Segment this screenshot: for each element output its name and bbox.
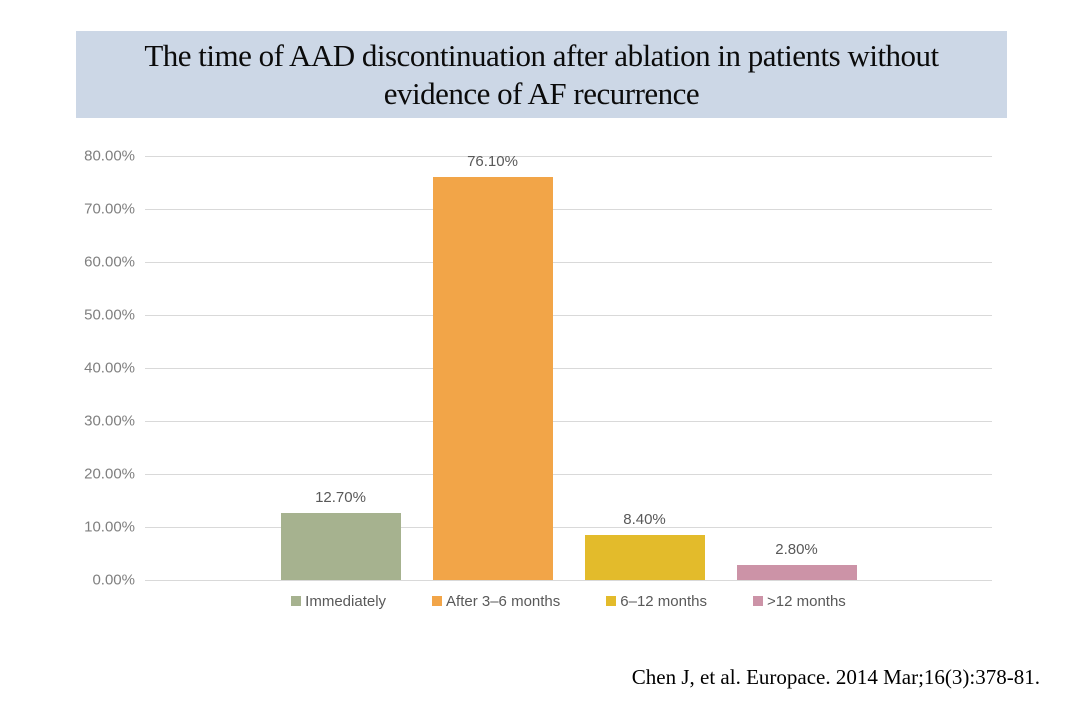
bar-immediately xyxy=(280,512,401,580)
y-tick-label-70: 70.00% xyxy=(84,200,135,218)
y-tick-label-30: 30.00% xyxy=(84,412,135,430)
bar-value-label-12-months: 2.80% xyxy=(775,541,818,559)
y-tick-label-80: 80.00% xyxy=(84,147,135,165)
slide-title: The time of AAD discontinuation after ab… xyxy=(144,37,939,111)
gridline-60 xyxy=(145,262,992,263)
bar-12-months xyxy=(736,565,857,580)
bar-value-label-6-12-months: 8.40% xyxy=(623,511,666,529)
gridline-50 xyxy=(145,315,992,316)
citation: Chen J, et al. Europace. 2014 Mar;16(3):… xyxy=(631,665,1040,689)
gridline-40 xyxy=(145,368,992,369)
y-tick-label-20: 20.00% xyxy=(84,465,135,483)
slide-title-banner: The time of AAD discontinuation after ab… xyxy=(76,31,1007,118)
y-tick-label-60: 60.00% xyxy=(84,253,135,271)
plot-area: 12.70% 76.10% 8.40% 2.80% xyxy=(145,152,992,581)
y-tick-label-0: 0.00% xyxy=(92,571,135,589)
legend-item-immediately: Immediately xyxy=(291,593,386,610)
legend-swatch-after-3-6-months xyxy=(432,596,443,606)
gridline-20 xyxy=(145,474,992,475)
legend-item-12-months: >12 months xyxy=(753,593,846,610)
gridline-70 xyxy=(145,209,992,210)
bar-value-label-after-3-6-months: 76.10% xyxy=(467,152,518,170)
y-tick-label-50: 50.00% xyxy=(84,306,135,324)
bar-6-12-months xyxy=(584,535,705,580)
y-tick-label-10: 10.00% xyxy=(84,518,135,536)
chart-legend: Immediately After 3–6 months 6–12 months >1… xyxy=(145,591,992,611)
legend-swatch-6-12-months xyxy=(606,596,617,606)
legend-item-after-3-6-months: After 3–6 months xyxy=(432,593,560,610)
legend-label-immediately: Immediately xyxy=(305,592,387,610)
gridline-10 xyxy=(145,527,992,528)
bar-after-3-6-months xyxy=(432,176,553,580)
y-tick-label-40: 40.00% xyxy=(84,359,135,377)
bar-value-label-immediately: 12.70% xyxy=(315,488,366,506)
legend-label-after-3-6-months: After 3–6 months xyxy=(446,592,561,610)
legend-swatch-immediately xyxy=(291,596,302,606)
legend-label-12-months: >12 months xyxy=(767,592,846,610)
legend-item-6-12-months: 6–12 months xyxy=(606,593,707,610)
gridline-80 xyxy=(145,156,992,157)
legend-swatch-12-months xyxy=(753,596,763,606)
gridline-0 xyxy=(145,580,992,581)
legend-label-6-12-months: 6–12 months xyxy=(620,592,707,610)
gridline-30 xyxy=(145,421,992,422)
